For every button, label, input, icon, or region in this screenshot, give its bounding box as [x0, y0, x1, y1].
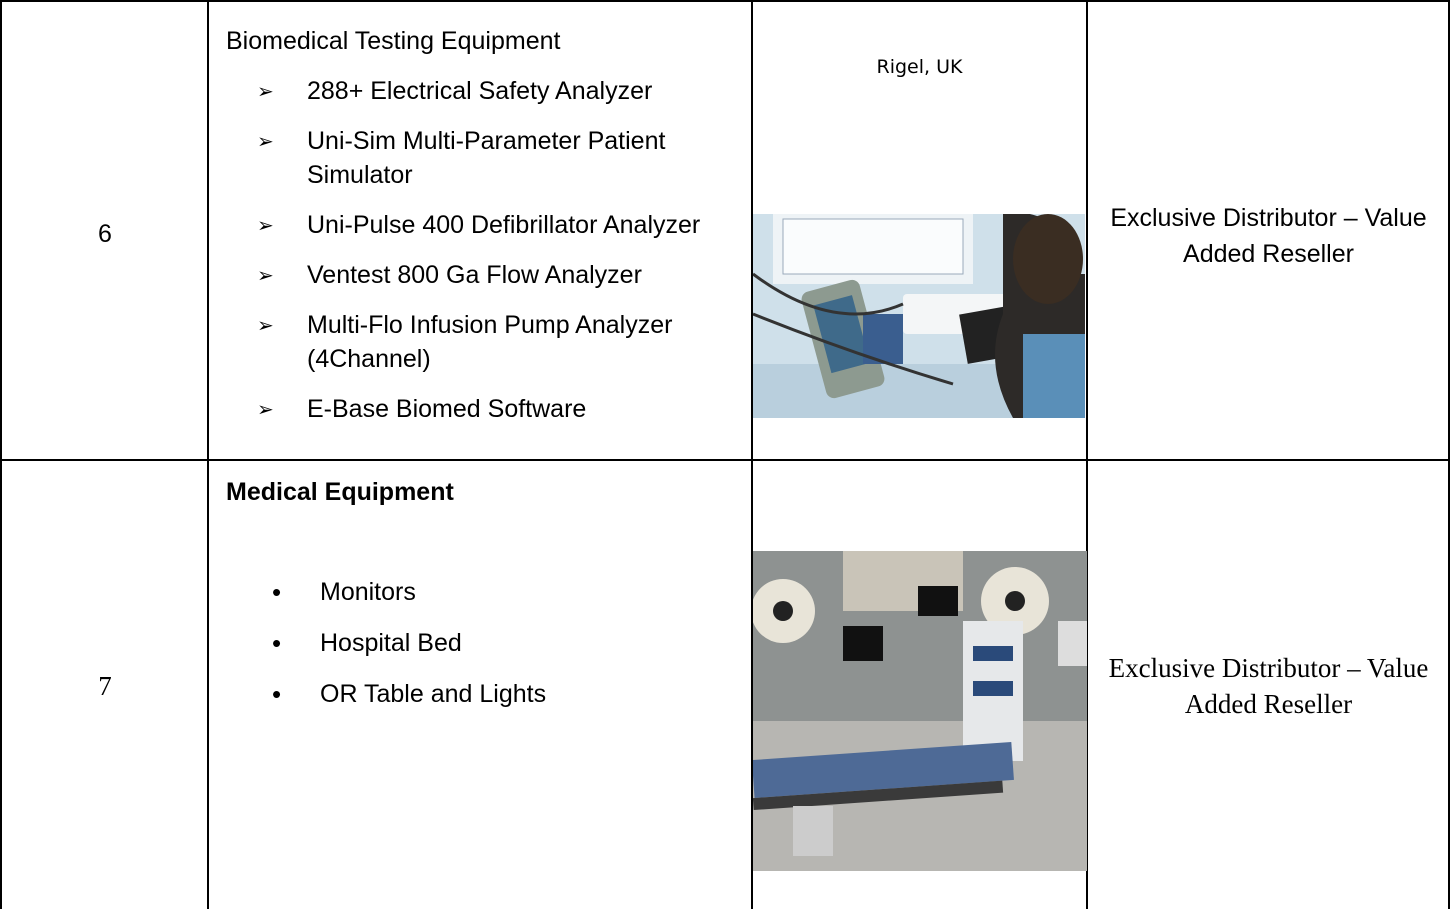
product-photo — [753, 214, 1085, 418]
list-item: OR Table and Lights — [272, 677, 740, 711]
list-item: Hospital Bed — [272, 626, 740, 660]
row-border — [2, 459, 1450, 461]
column-border — [1448, 0, 1450, 909]
list-item: Uni-Sim Multi-Parameter Patient Simulato… — [257, 124, 747, 192]
product-photo — [753, 551, 1087, 871]
column-border — [0, 0, 2, 909]
row-title: Medical Equipment — [226, 478, 454, 506]
list-item: 288+ Electrical Safety Analyzer — [257, 74, 747, 108]
row-number: 7 — [98, 671, 112, 701]
item-list: 288+ Electrical Safety Analyzer Uni-Sim M… — [257, 74, 747, 442]
list-item: E-Base Biomed Software — [257, 392, 747, 426]
role: Exclusive Distributor – Value Added Rese… — [1108, 653, 1429, 719]
list-item: Ventest 800 Ga Flow Analyzer — [257, 258, 747, 292]
supplier: Rigel, UK — [876, 56, 963, 78]
row-number: 6 — [98, 220, 112, 248]
column-border — [207, 0, 209, 909]
role: Exclusive Distributor – Value Added Rese… — [1110, 204, 1427, 268]
item-list: Monitors Hospital Bed OR Table and Lights — [272, 575, 740, 728]
list-item: Uni-Pulse 400 Defibrillator Analyzer — [257, 208, 747, 242]
row-title: Biomedical Testing Equipment — [226, 27, 561, 55]
row-border — [2, 0, 1450, 2]
column-border — [1086, 0, 1088, 909]
list-item: Multi-Flo Infusion Pump Analyzer (4Chann… — [257, 308, 747, 376]
column-border — [751, 0, 753, 909]
list-item: Monitors — [272, 575, 740, 609]
